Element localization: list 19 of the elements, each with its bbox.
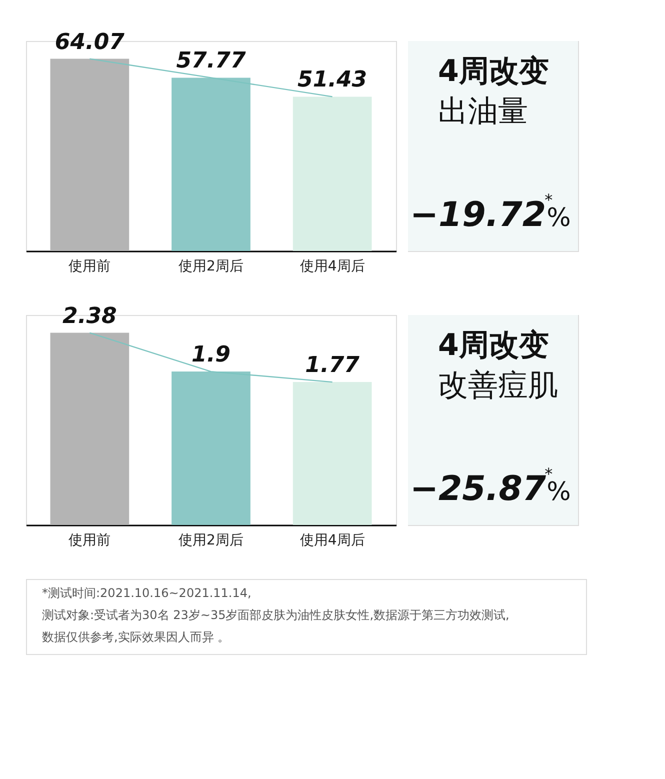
text: 4周改变: [438, 54, 549, 89]
text: 4周改变: [438, 328, 549, 363]
data-label: 1.77: [305, 353, 360, 378]
text: *测试时间:2021.10.16~2021.11.14,: [42, 586, 252, 600]
data-label: 1.9: [192, 342, 230, 368]
x-tick-label: 使用2周后: [178, 532, 244, 548]
x-tick-label: 使用4周后: [300, 258, 365, 274]
text: 改善痘肌: [438, 368, 558, 403]
text: 数据仅供参考,实际效果因人而异 。: [42, 630, 230, 644]
data-label: 64.07: [54, 30, 126, 55]
data-label: 51.43: [298, 68, 368, 93]
x-tick-label: 使用2周后: [178, 258, 244, 274]
x-tick-label: 使用4周后: [300, 532, 365, 548]
x-tick-label: 使用前: [68, 532, 111, 548]
text: 测试对象:受试者为30名 23岁~35岁面部皮肤为油性皮肤女性,数据源于第三方功效测试,: [42, 608, 510, 622]
x-tick-label: 使用前: [68, 258, 111, 274]
text: 出油量: [438, 94, 528, 129]
data-label: 57.77: [176, 48, 246, 74]
data-label: 2.38: [62, 304, 117, 329]
